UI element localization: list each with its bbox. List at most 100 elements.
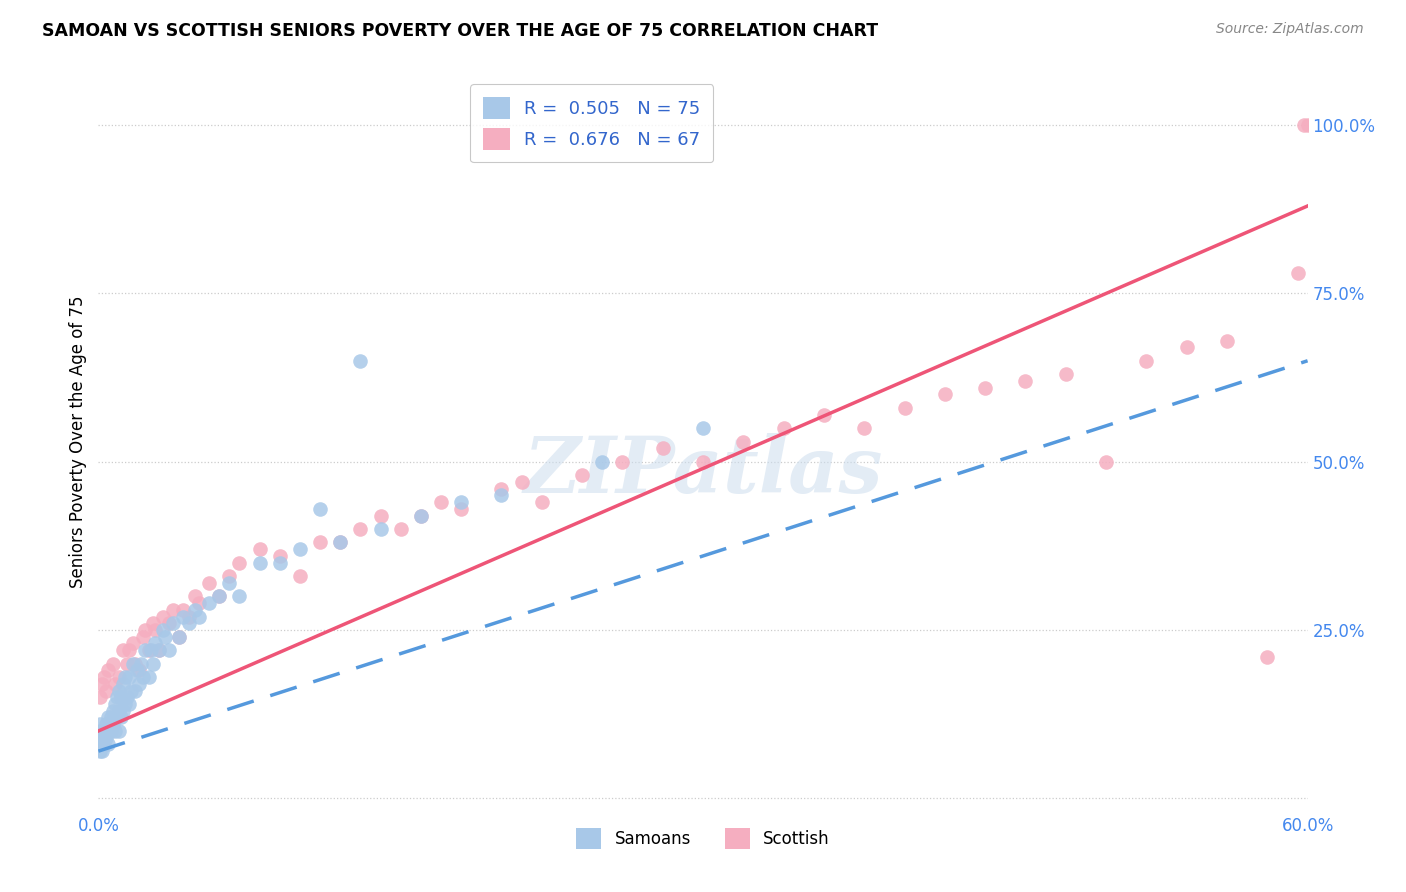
Point (89, 731, 111, 745)
Point (93, 723, 115, 738)
Point (96, 683, 118, 698)
Point (772, 421, 794, 435)
Point (132, 670, 155, 684)
Point (125, 664, 148, 678)
Text: Source: ZipAtlas.com: Source: ZipAtlas.com (1216, 22, 1364, 37)
Point (530, 495, 553, 509)
Point (111, 677, 134, 691)
Point (129, 657, 152, 671)
Point (142, 616, 165, 631)
Point (651, 442, 673, 456)
Point (93, 670, 115, 684)
Point (218, 569, 240, 583)
Point (114, 670, 136, 684)
Point (91, 731, 114, 745)
Point (349, 522, 371, 536)
Point (172, 603, 194, 617)
Point (450, 501, 472, 516)
Point (188, 609, 211, 624)
Y-axis label: Seniors Poverty Over the Age of 75: Seniors Poverty Over the Age of 75 (69, 295, 87, 588)
Point (167, 630, 190, 644)
Point (1292, 118, 1315, 132)
Point (198, 596, 221, 610)
Point (329, 535, 352, 549)
Point (349, 353, 371, 368)
Point (91, 744, 114, 758)
Point (111, 643, 134, 657)
Point (198, 575, 221, 590)
Point (96, 731, 118, 745)
Point (934, 387, 956, 401)
Point (124, 657, 146, 671)
Point (148, 643, 170, 657)
Point (370, 522, 392, 536)
Point (1216, 334, 1239, 348)
Point (1054, 368, 1077, 382)
Text: SAMOAN VS SCOTTISH SENIORS POVERTY OVER THE AGE OF 75 CORRELATION CHART: SAMOAN VS SCOTTISH SENIORS POVERTY OVER … (42, 22, 879, 40)
Point (124, 683, 146, 698)
Legend: Samoans, Scottish: Samoans, Scottish (569, 822, 837, 855)
Point (132, 630, 155, 644)
Point (89, 723, 111, 738)
Point (249, 542, 271, 557)
Point (288, 542, 311, 557)
Point (111, 704, 134, 718)
Point (115, 690, 138, 705)
Point (329, 535, 352, 549)
Point (450, 495, 472, 509)
Point (110, 710, 132, 724)
Point (591, 455, 613, 469)
Text: ZIPatlas: ZIPatlas (523, 433, 883, 509)
Point (114, 697, 136, 711)
Point (491, 482, 513, 496)
Point (1014, 374, 1036, 388)
Point (179, 609, 201, 624)
Point (162, 603, 184, 617)
Point (974, 381, 997, 395)
Point (118, 670, 141, 684)
Point (103, 697, 125, 711)
Point (143, 623, 166, 637)
Point (184, 590, 207, 604)
Point (128, 677, 150, 691)
Point (118, 643, 141, 657)
Point (733, 434, 755, 449)
Point (91, 738, 114, 752)
Point (107, 723, 129, 738)
Point (103, 723, 125, 738)
Point (309, 535, 332, 549)
Point (97, 738, 120, 752)
Point (89, 744, 111, 758)
Point (813, 408, 835, 422)
Point (97, 723, 120, 738)
Point (101, 717, 124, 731)
Point (288, 569, 311, 583)
Point (1286, 266, 1309, 280)
Point (120, 683, 142, 698)
Point (107, 704, 129, 718)
Point (121, 636, 143, 650)
Point (1256, 649, 1278, 664)
Point (309, 501, 332, 516)
Point (103, 677, 125, 691)
Point (93, 738, 115, 752)
Point (134, 643, 156, 657)
Point (138, 670, 160, 684)
Point (157, 616, 180, 631)
Point (105, 690, 128, 705)
Point (1135, 353, 1157, 368)
Point (208, 590, 231, 604)
Point (107, 670, 129, 684)
Point (430, 495, 453, 509)
Point (228, 556, 250, 570)
Point (139, 643, 162, 657)
Point (152, 623, 174, 637)
Point (89, 717, 111, 731)
Point (370, 508, 392, 523)
Point (692, 455, 714, 469)
Point (105, 710, 128, 724)
Point (91, 677, 114, 691)
Point (134, 623, 156, 637)
Point (153, 630, 176, 644)
Point (228, 590, 250, 604)
